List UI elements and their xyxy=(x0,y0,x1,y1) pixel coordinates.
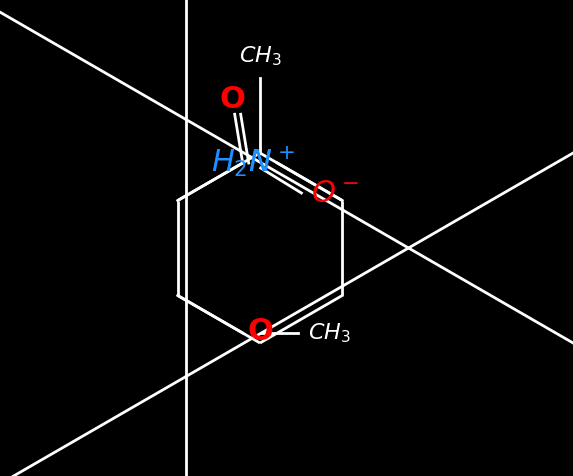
Text: $N^+$: $N^+$ xyxy=(248,149,295,178)
Text: O: O xyxy=(219,85,246,114)
Text: O: O xyxy=(248,317,273,346)
Text: $H_2N$: $H_2N$ xyxy=(211,148,272,178)
Text: $O^-$: $O^-$ xyxy=(312,178,359,208)
Text: $CH_3$: $CH_3$ xyxy=(238,44,281,68)
Text: $CH_3$: $CH_3$ xyxy=(308,321,351,345)
